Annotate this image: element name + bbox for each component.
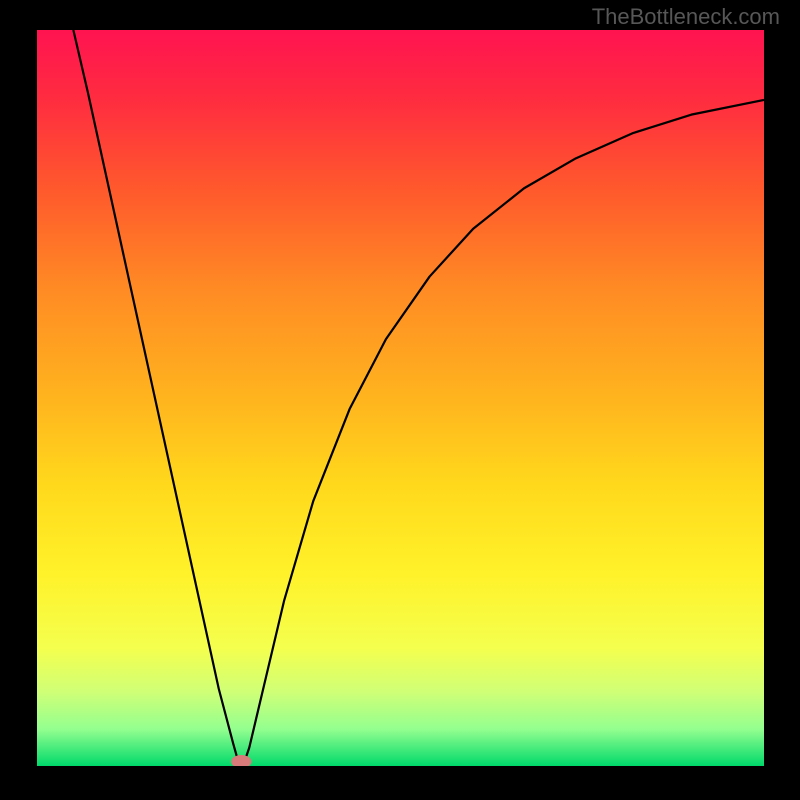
plot-area xyxy=(37,30,764,766)
watermark-text: TheBottleneck.com xyxy=(592,4,780,30)
chart-svg xyxy=(37,30,764,766)
gradient-background xyxy=(37,30,764,766)
